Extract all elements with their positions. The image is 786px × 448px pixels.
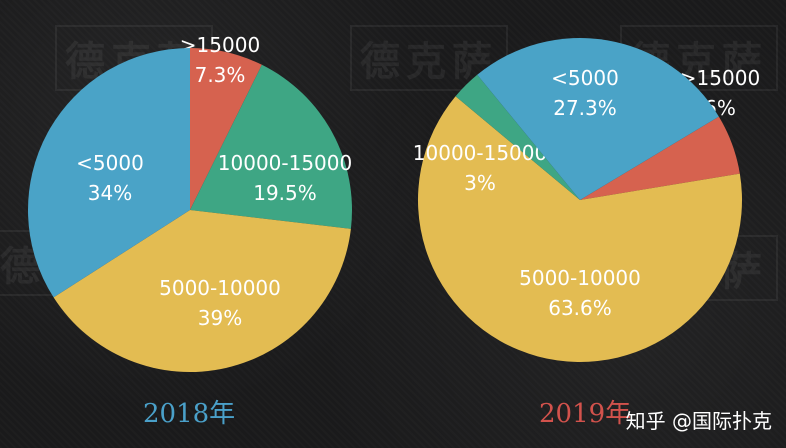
- pie-slice: [27, 48, 190, 298]
- pie-slice: [477, 38, 719, 200]
- pie-slice: [455, 74, 580, 200]
- slice-value-label: 39%: [198, 306, 242, 330]
- chart-title-2018: 2018年: [143, 399, 236, 429]
- pie-slice: [580, 116, 740, 200]
- pie-slice: [190, 64, 352, 229]
- pie-slice: [418, 96, 742, 362]
- slice-value-label: 7.3%: [195, 63, 246, 87]
- slice-value-label: 3%: [464, 171, 496, 195]
- slice-category-label: 5000-10000: [159, 276, 281, 300]
- slice-value-label: 27.3%: [553, 96, 617, 120]
- slice-category-label: <5000: [76, 151, 144, 175]
- slice-category-label: >15000: [180, 33, 260, 57]
- slice-category-label: 5000-10000: [519, 266, 641, 290]
- slice-value-label: 63.6%: [548, 296, 612, 320]
- chart-title-2019: 2019年: [539, 399, 632, 429]
- pie-slice: [190, 48, 262, 210]
- slice-value-label: 19.5%: [253, 181, 317, 205]
- pie-slice: [53, 210, 351, 373]
- watermark: 德克萨: [350, 25, 508, 91]
- slice-category-label: 10000-15000: [218, 151, 352, 175]
- slice-category-label: 10000-15000: [413, 141, 547, 165]
- slice-value-label: 34%: [88, 181, 132, 205]
- slice-category-label: <5000: [551, 66, 619, 90]
- credit-text: 知乎 @国际扑克: [625, 409, 772, 433]
